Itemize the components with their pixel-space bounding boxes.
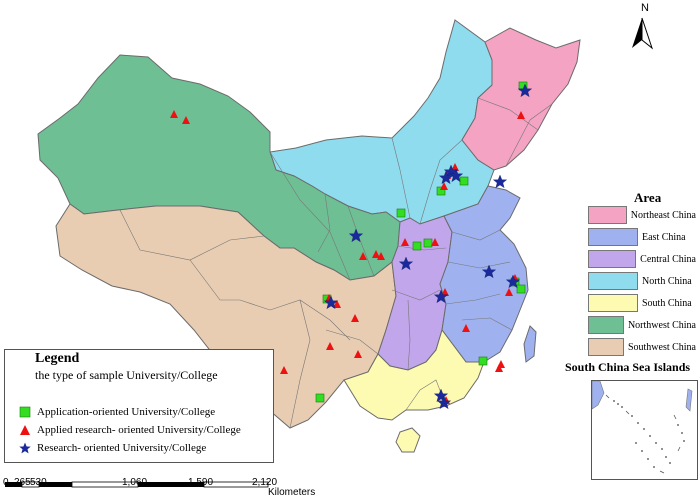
region-taiwan-island — [523, 325, 537, 363]
map-marker-green-square — [412, 241, 422, 251]
map-marker-red-triangle — [462, 324, 470, 332]
scale-tick-label: 0 — [3, 477, 9, 488]
scale-bar — [5, 481, 269, 488]
map-marker-blue-star — [448, 168, 464, 183]
legend-item-applied-research: Applied research- oriented University/Co… — [19, 424, 241, 436]
area-legend-title: Area — [634, 190, 662, 205]
area-label: Central China — [640, 253, 696, 265]
map-marker-red-triangle — [440, 182, 448, 190]
region-east-china — [439, 185, 529, 363]
area-label: South China — [642, 297, 692, 309]
legend-panel: Legend the type of sample University/Col… — [4, 349, 274, 463]
map-marker-blue-star — [398, 256, 414, 271]
map-marker-blue-star — [433, 289, 449, 304]
map-marker-blue-star — [436, 395, 452, 410]
map-marker-red-triangle — [451, 163, 459, 171]
north-label: N — [641, 2, 649, 14]
scale-tick-label: 1,060 — [122, 477, 148, 488]
green-square-icon — [19, 406, 31, 418]
map-marker-green-square — [478, 356, 488, 366]
map-marker-blue-star — [481, 264, 497, 279]
map-marker-green-square — [396, 208, 406, 218]
legend-title: Legend — [35, 351, 80, 366]
map-marker-red-triangle — [326, 342, 334, 350]
research-oriented-markers — [323, 83, 533, 410]
map-marker-blue-star — [323, 295, 339, 310]
legend-item-label: Applied research- oriented University/Co… — [37, 424, 241, 436]
map-marker-blue-star — [517, 83, 533, 98]
map-marker-blue-star — [492, 174, 508, 189]
map-marker-blue-star — [433, 388, 449, 403]
north-arrow-icon — [632, 17, 654, 50]
scale-tick-label: 2,120 — [252, 477, 278, 488]
inset-islands-drawing — [591, 380, 693, 474]
map-marker-red-triangle — [377, 252, 385, 260]
area-swatch — [588, 272, 638, 290]
map-marker-red-triangle — [431, 238, 439, 246]
area-label: East China — [642, 231, 686, 243]
province-boundaries — [119, 97, 553, 429]
area-label: Northeast China — [630, 209, 696, 221]
area-item-south: South China — [588, 294, 696, 312]
map-marker-red-triangle — [497, 360, 505, 368]
map-marker-red-triangle — [441, 288, 449, 296]
map-marker-blue-star — [438, 170, 454, 185]
area-swatch — [588, 206, 627, 224]
legend-item-application: Application-oriented University/College — [19, 406, 215, 418]
map-marker-green-square — [516, 284, 526, 294]
area-label: Southwest China — [627, 341, 696, 353]
scale-tick-label: 1,590 — [188, 477, 214, 488]
area-item-northeast: Northeast China — [588, 206, 696, 224]
inset-title: South China Sea Islands — [565, 360, 691, 374]
map-marker-red-triangle — [170, 110, 178, 118]
map-marker-blue-star — [505, 274, 521, 289]
map-marker-red-triangle — [401, 238, 409, 246]
area-label: Northwest China — [627, 319, 696, 331]
area-swatch — [588, 294, 638, 312]
legend-item-research: Research- oriented University/College — [19, 442, 206, 454]
map-marker-green-square — [423, 238, 433, 248]
map-marker-red-triangle — [372, 250, 380, 258]
legend-item-label: Research- oriented University/College — [37, 442, 207, 454]
map-marker-blue-star — [348, 228, 364, 243]
scale-unit-label: Kilometers — [268, 487, 316, 498]
scale-tick-label: 530 — [30, 477, 47, 488]
area-swatch — [588, 228, 638, 246]
area-swatch — [588, 250, 637, 268]
map-marker-green-square — [436, 186, 446, 196]
area-label: North China — [642, 275, 692, 287]
inset-map — [591, 380, 698, 480]
legend-subtitle: the type of sample University/College — [35, 368, 218, 382]
scale-tick-label: 265 — [14, 477, 31, 488]
map-marker-green-square — [315, 393, 325, 403]
map-marker-red-triangle — [182, 116, 190, 124]
map-marker-green-square — [459, 176, 469, 186]
map-marker-red-triangle — [505, 288, 513, 296]
area-swatch — [588, 338, 624, 356]
area-item-southwest: Southwest China — [588, 338, 696, 356]
area-item-central: Central China — [588, 250, 696, 268]
area-item-north: North China — [588, 272, 696, 290]
map-marker-red-triangle — [351, 314, 359, 322]
map-marker-red-triangle — [333, 300, 341, 308]
blue-star-icon — [19, 442, 31, 454]
area-item-east: East China — [588, 228, 696, 246]
red-triangle-icon — [19, 424, 31, 436]
map-marker-red-triangle — [359, 252, 367, 260]
area-item-northwest: Northwest China — [588, 316, 696, 334]
region-hainan-island — [395, 427, 421, 453]
map-marker-red-triangle — [517, 111, 525, 119]
area-swatch — [588, 316, 624, 334]
legend-item-label: Application-oriented University/College — [37, 406, 216, 418]
map-marker-red-triangle — [280, 366, 288, 374]
map-marker-red-triangle — [354, 350, 362, 358]
